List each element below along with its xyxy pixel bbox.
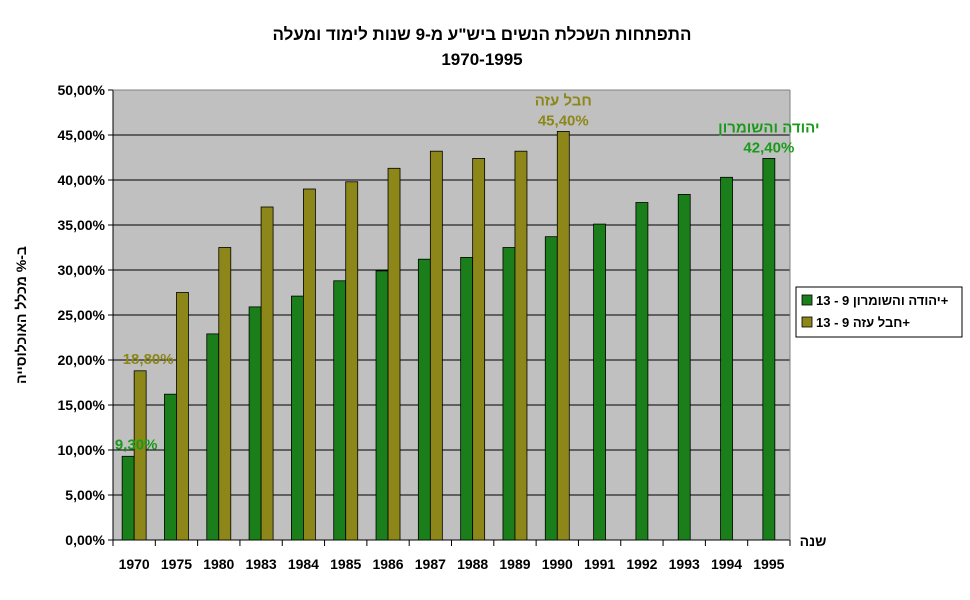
y-tick-label: 0,00% bbox=[65, 532, 105, 548]
legend-box bbox=[795, 286, 963, 338]
y-tick-label: 10,00% bbox=[58, 442, 106, 458]
x-tick-label: 1983 bbox=[246, 556, 277, 572]
data-label: חבל עזה bbox=[535, 92, 592, 109]
bar-judea-samaria bbox=[460, 256, 474, 541]
x-tick-label: 1986 bbox=[372, 556, 403, 572]
x-tick-label: 1987 bbox=[415, 556, 446, 572]
x-tick-label: 1989 bbox=[499, 556, 530, 572]
x-tick-label: 1984 bbox=[288, 556, 319, 572]
data-label: 18,80% bbox=[123, 351, 174, 368]
bar-judea-samaria bbox=[375, 270, 389, 541]
x-axis-label: שנה bbox=[800, 533, 827, 549]
bar-judea-samaria bbox=[720, 176, 733, 541]
bar-judea-samaria bbox=[206, 333, 220, 541]
bar-judea-samaria bbox=[502, 247, 516, 541]
bar-gaza bbox=[218, 247, 232, 541]
bar-judea-samaria bbox=[593, 223, 606, 541]
y-tick-label: 35,00% bbox=[58, 217, 106, 233]
bar-gaza bbox=[387, 167, 401, 541]
bar-judea-samaria bbox=[762, 157, 776, 541]
bar-judea-samaria bbox=[677, 193, 691, 541]
y-tick-label: 20,00% bbox=[58, 352, 106, 368]
bar-judea-samaria bbox=[248, 306, 262, 541]
bar-gaza bbox=[345, 181, 359, 541]
bar-judea-samaria bbox=[417, 258, 431, 541]
chart-title: התפתחות השכלת הנשים ביש"ע מ-9 שנות לימוד… bbox=[273, 25, 692, 44]
plot-area: 0,00% 5,00% 10,00% 15,00% 20,00% 25,00% 30,00%… bbox=[58, 82, 820, 572]
legend-swatch bbox=[801, 316, 813, 328]
legend-entry: חבל עזה 9 - 13+ bbox=[816, 315, 910, 330]
y-tick-label: 5,00% bbox=[65, 487, 105, 503]
y-tick-label: 15,00% bbox=[58, 397, 106, 413]
x-tick-label: 1995 bbox=[753, 556, 784, 572]
bar-judea-samaria bbox=[164, 393, 177, 541]
x-tick-label: 1975 bbox=[161, 556, 192, 572]
x-tick-label: 1993 bbox=[669, 556, 700, 572]
legend: יהודה והשומרון 9 - 13+ חבל עזה 9 - 13+ bbox=[795, 286, 963, 338]
legend-swatch bbox=[801, 294, 813, 306]
x-tick-label: 1988 bbox=[457, 556, 488, 572]
y-axis-label: ב-% מכלל האוכלוסייה bbox=[13, 246, 29, 384]
legend-entry: יהודה והשומרון 9 - 13+ bbox=[816, 293, 949, 308]
x-tick-label: 1970 bbox=[119, 556, 150, 572]
y-tick-label: 50,00% bbox=[58, 82, 106, 98]
x-tick-label: 1990 bbox=[542, 556, 573, 572]
chart-subtitle: 1970-1995 bbox=[441, 50, 522, 69]
x-tick-label: 1980 bbox=[203, 556, 234, 572]
bar-gaza bbox=[260, 206, 274, 541]
bar-gaza bbox=[514, 150, 528, 541]
y-tick-label: 40,00% bbox=[58, 172, 106, 188]
y-tick-label: 30,00% bbox=[58, 262, 106, 278]
x-tick-label: 1991 bbox=[584, 556, 615, 572]
y-tick-label: 25,00% bbox=[58, 307, 106, 323]
y-tick-label: 45,00% bbox=[58, 127, 106, 143]
bar-gaza bbox=[133, 370, 147, 541]
data-label: 45,40% bbox=[538, 112, 589, 129]
bar-gaza bbox=[176, 292, 189, 541]
x-tick-label: 1992 bbox=[626, 556, 657, 572]
data-label: 42,40% bbox=[743, 139, 794, 156]
bar-judea-samaria bbox=[544, 236, 558, 541]
data-label: יהודה והשומרון bbox=[718, 119, 819, 136]
bar-judea-samaria bbox=[635, 202, 649, 541]
bar-judea-samaria bbox=[333, 280, 347, 541]
bar-judea-samaria bbox=[291, 295, 304, 541]
data-label: 9,30% bbox=[115, 436, 158, 453]
bar-gaza bbox=[429, 150, 443, 541]
x-tick-label: 1994 bbox=[711, 556, 742, 572]
bar-gaza bbox=[303, 188, 316, 541]
x-tick-label: 1985 bbox=[330, 556, 361, 572]
bar-judea-samaria bbox=[121, 455, 135, 541]
bar-gaza bbox=[472, 157, 486, 541]
bar-gaza bbox=[556, 130, 570, 541]
